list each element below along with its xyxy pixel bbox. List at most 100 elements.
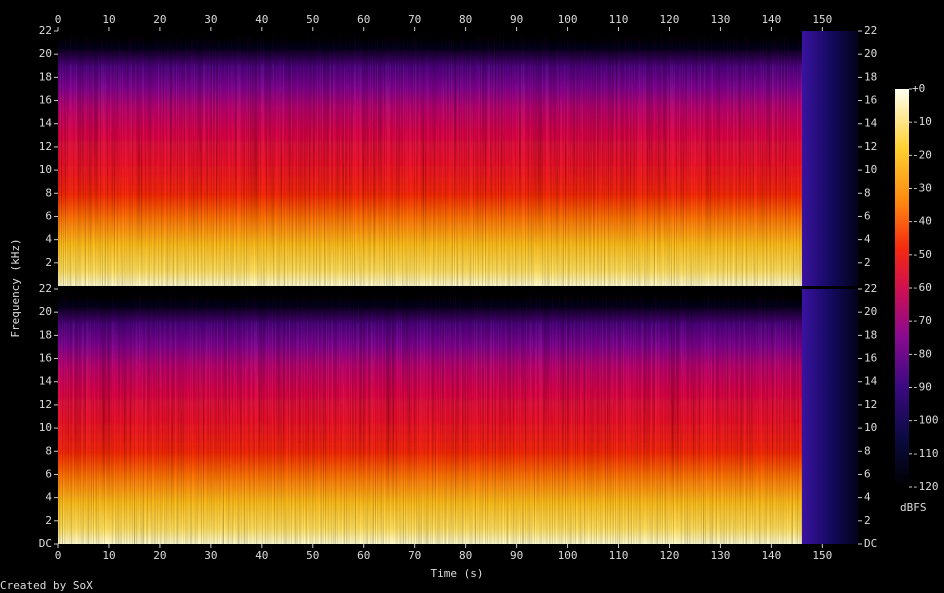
x-tick-label: 30 <box>204 13 217 26</box>
y-tick-label: 10 <box>39 163 52 176</box>
footer: Created by SoX <box>0 579 93 592</box>
x-tick-label: 100 <box>558 549 578 562</box>
colorbar-tick-label: +0 <box>912 82 925 95</box>
y-tick-label: 4 <box>864 233 871 246</box>
y-tick-label: 2 <box>45 256 52 269</box>
y-tick-label: 12 <box>864 140 877 153</box>
y-tick-label: 10 <box>864 163 877 176</box>
y-tick-label: 22 <box>864 282 877 295</box>
colorbar-tick-label: -30 <box>912 182 932 195</box>
colorbar-tick-label: -60 <box>912 281 932 294</box>
y-tick-label: 16 <box>39 352 52 365</box>
y-tick-label: 2 <box>45 514 52 527</box>
x-tick-label: 140 <box>761 13 781 26</box>
y-tick-label: 16 <box>864 94 877 107</box>
y-tick-label: 18 <box>864 328 877 341</box>
y-tick-label: 4 <box>45 233 52 246</box>
x-tick-label: 100 <box>558 13 578 26</box>
y-tick-label: 6 <box>45 467 52 480</box>
y-tick-label: 4 <box>45 491 52 504</box>
spectrogram-tail <box>802 31 858 286</box>
colorbar-tick-label: -70 <box>912 314 932 327</box>
y-tick-label: 20 <box>39 305 52 318</box>
x-tick-label: 50 <box>306 549 319 562</box>
y-tick-label: 18 <box>39 70 52 83</box>
x-tick-label: 80 <box>459 549 472 562</box>
spectrogram-tail <box>802 289 858 544</box>
x-tick-label: 10 <box>102 13 115 26</box>
x-tick-label: 130 <box>710 549 730 562</box>
colorbar-tick-label: -50 <box>912 248 932 261</box>
y-tick-label: 14 <box>864 117 878 130</box>
x-tick-label: 120 <box>660 549 680 562</box>
x-tick-label: 70 <box>408 13 421 26</box>
colorbar-tick-label: -20 <box>912 148 932 161</box>
x-tick-label: 20 <box>153 13 166 26</box>
x-tick-label: 10 <box>102 549 115 562</box>
colorbar-tick-label: -10 <box>912 115 932 128</box>
y-tick-label: DC <box>39 537 52 550</box>
x-tick-label: 20 <box>153 549 166 562</box>
x-tick-label: 70 <box>408 549 421 562</box>
y-tick-label: 18 <box>39 328 52 341</box>
colorbar <box>895 89 909 487</box>
x-axis-label: Time (s) <box>431 567 484 580</box>
y-tick-label: 12 <box>39 140 52 153</box>
x-tick-label: 90 <box>510 549 523 562</box>
y-tick-label: DC <box>864 537 877 550</box>
x-tick-label: 90 <box>510 13 523 26</box>
x-tick-label: 40 <box>255 13 268 26</box>
x-tick-label: 140 <box>761 549 781 562</box>
y-tick-label: 12 <box>864 398 877 411</box>
colorbar-tick-label: -100 <box>912 414 939 427</box>
y-tick-label: 20 <box>864 47 877 60</box>
x-tick-label: 80 <box>459 13 472 26</box>
y-tick-label: 22 <box>39 24 52 37</box>
x-tick-label: 110 <box>609 549 629 562</box>
y-tick-label: 16 <box>39 94 52 107</box>
y-tick-label: 8 <box>864 186 871 199</box>
y-tick-label: 10 <box>864 421 877 434</box>
colorbar-tick-label: -120 <box>912 480 939 493</box>
x-tick-label: 60 <box>357 549 370 562</box>
x-tick-label: 30 <box>204 549 217 562</box>
x-tick-label: 50 <box>306 13 319 26</box>
y-tick-label: 16 <box>864 352 877 365</box>
x-tick-label: 130 <box>710 13 730 26</box>
y-tick-label: 6 <box>864 467 871 480</box>
y-tick-label: 20 <box>864 305 877 318</box>
colorbar-tick-label: -80 <box>912 347 932 360</box>
x-tick-label: 0 <box>55 13 62 26</box>
x-tick-label: 150 <box>812 549 832 562</box>
y-tick-label: 8 <box>45 444 52 457</box>
y-tick-label: 6 <box>864 209 871 222</box>
x-tick-label: 40 <box>255 549 268 562</box>
y-axis-label: Frequency (kHz) <box>9 238 22 337</box>
y-tick-label: 8 <box>864 444 871 457</box>
y-tick-label: 4 <box>864 491 871 504</box>
y-tick-label: 8 <box>45 186 52 199</box>
x-tick-label: 110 <box>609 13 629 26</box>
y-tick-label: 22 <box>864 24 877 37</box>
colorbar-tick-label: -40 <box>912 215 932 228</box>
spectrogram-body <box>58 31 802 286</box>
y-tick-label: 22 <box>39 282 52 295</box>
y-tick-label: 12 <box>39 398 52 411</box>
y-tick-label: 14 <box>864 375 878 388</box>
x-tick-label: 60 <box>357 13 370 26</box>
colorbar-tick-label: -90 <box>912 381 932 394</box>
x-tick-label: 120 <box>660 13 680 26</box>
y-tick-label: 2 <box>864 256 871 269</box>
y-tick-label: 2 <box>864 514 871 527</box>
y-tick-label: 20 <box>39 47 52 60</box>
spectrogram-body <box>58 289 802 544</box>
y-tick-label: 10 <box>39 421 52 434</box>
colorbar-label: dBFS <box>900 501 927 514</box>
y-tick-label: 14 <box>39 117 53 130</box>
y-tick-label: 14 <box>39 375 53 388</box>
y-tick-label: 6 <box>45 209 52 222</box>
colorbar-tick-label: -110 <box>912 447 939 460</box>
y-tick-label: 18 <box>864 70 877 83</box>
x-tick-label: 0 <box>55 549 62 562</box>
